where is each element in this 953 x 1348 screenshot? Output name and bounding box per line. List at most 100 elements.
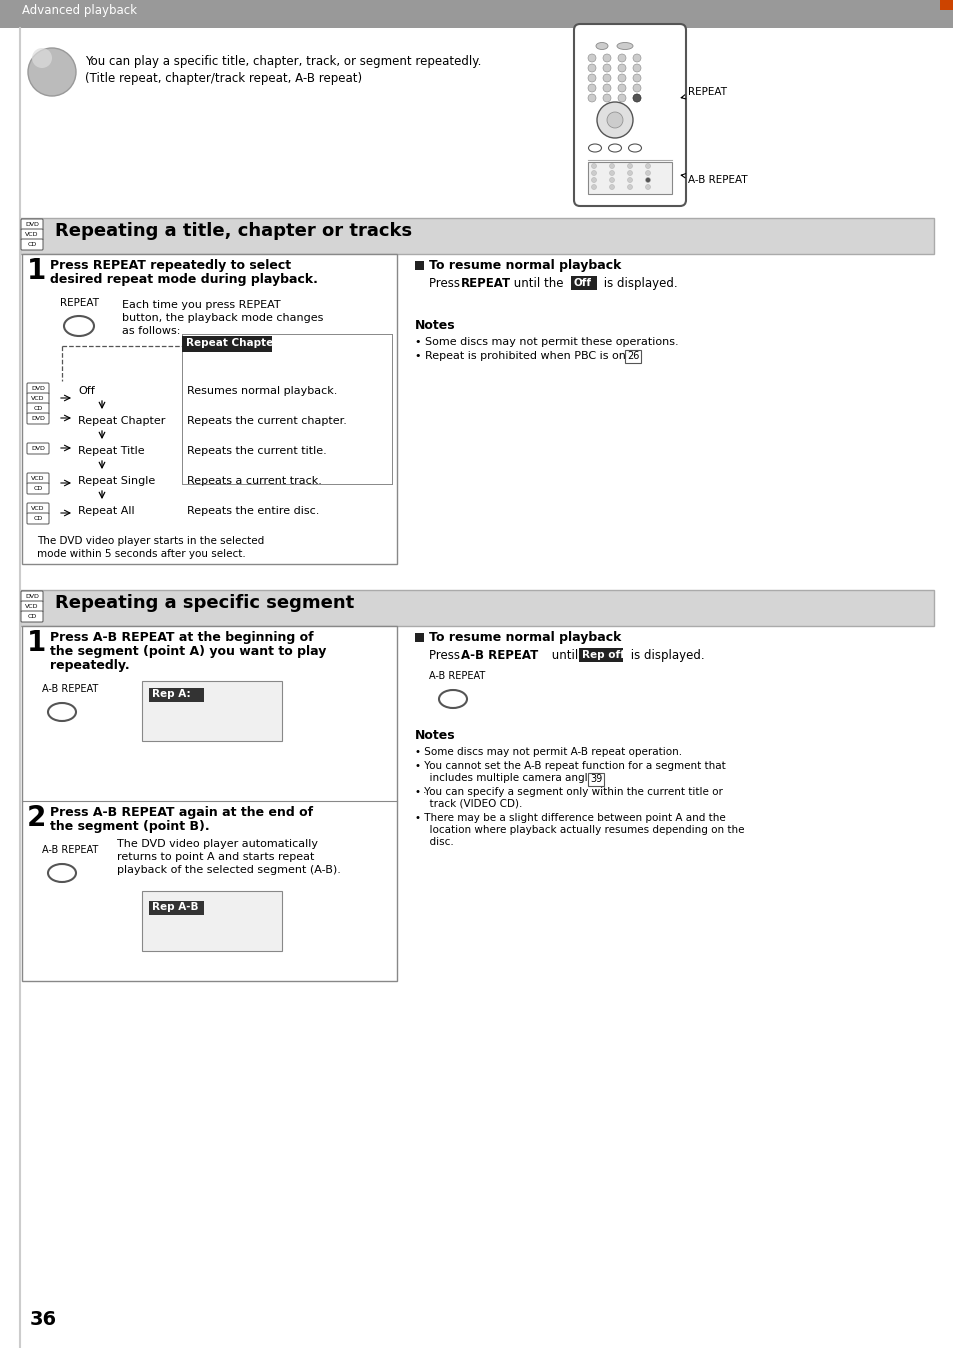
- Text: Repeat Chapter: Repeat Chapter: [78, 417, 165, 426]
- Text: the segment (point B).: the segment (point B).: [50, 820, 210, 833]
- Text: (Title repeat, chapter/track repeat, A-B repeat): (Title repeat, chapter/track repeat, A-B…: [85, 71, 362, 85]
- Ellipse shape: [64, 315, 94, 336]
- Text: returns to point A and starts repeat: returns to point A and starts repeat: [117, 852, 314, 861]
- Circle shape: [597, 102, 633, 137]
- Circle shape: [627, 178, 632, 182]
- Text: VCD: VCD: [31, 396, 45, 400]
- Text: Press A-B REPEAT at the beginning of: Press A-B REPEAT at the beginning of: [50, 631, 314, 644]
- FancyBboxPatch shape: [27, 483, 49, 493]
- Ellipse shape: [608, 144, 620, 152]
- Circle shape: [618, 54, 625, 62]
- Text: • Some discs may not permit A-B repeat operation.: • Some discs may not permit A-B repeat o…: [415, 747, 681, 758]
- Circle shape: [645, 185, 650, 190]
- Text: the segment (point A) you want to play: the segment (point A) you want to play: [50, 644, 326, 658]
- Text: CD: CD: [28, 243, 36, 247]
- Circle shape: [602, 63, 610, 71]
- Ellipse shape: [438, 690, 467, 708]
- Bar: [20, 590, 933, 625]
- Text: To resume normal playback: To resume normal playback: [429, 631, 620, 644]
- Text: 39: 39: [589, 774, 601, 785]
- Text: CD: CD: [33, 487, 43, 491]
- Text: location where playback actually resumes depending on the: location where playback actually resumes…: [422, 825, 743, 834]
- Ellipse shape: [596, 43, 607, 50]
- Text: Repeats the current chapter.: Repeats the current chapter.: [187, 417, 347, 426]
- Text: Repeats the current title.: Repeats the current title.: [187, 446, 327, 456]
- Text: Repeat Chapter: Repeat Chapter: [186, 338, 278, 348]
- Bar: [142, 681, 282, 741]
- Ellipse shape: [617, 43, 633, 50]
- Circle shape: [591, 178, 596, 182]
- Text: Advanced playback: Advanced playback: [22, 4, 137, 18]
- Text: Repeating a specific segment: Repeating a specific segment: [55, 594, 354, 612]
- Circle shape: [587, 94, 596, 102]
- FancyBboxPatch shape: [27, 514, 49, 524]
- Text: Press: Press: [429, 276, 463, 290]
- FancyBboxPatch shape: [21, 611, 43, 621]
- Text: desired repeat mode during playback.: desired repeat mode during playback.: [50, 274, 317, 286]
- Bar: [149, 900, 204, 915]
- Bar: [624, 350, 640, 363]
- Circle shape: [633, 63, 640, 71]
- Circle shape: [618, 84, 625, 92]
- Circle shape: [609, 185, 614, 190]
- Circle shape: [591, 185, 596, 190]
- Circle shape: [591, 163, 596, 168]
- Circle shape: [609, 170, 614, 175]
- FancyBboxPatch shape: [21, 239, 43, 249]
- Text: CD: CD: [28, 613, 36, 619]
- FancyBboxPatch shape: [27, 412, 49, 425]
- Text: playback of the selected segment (A-B).: playback of the selected segment (A-B).: [117, 865, 340, 875]
- Text: A-B REPEAT: A-B REPEAT: [42, 683, 98, 694]
- Circle shape: [591, 170, 596, 175]
- Text: disc.: disc.: [422, 837, 454, 847]
- Circle shape: [606, 112, 622, 128]
- Bar: [415, 634, 423, 642]
- Circle shape: [609, 178, 614, 182]
- FancyBboxPatch shape: [21, 601, 43, 612]
- Text: • You cannot set the A-B repeat function for a segment that: • You cannot set the A-B repeat function…: [415, 762, 725, 771]
- Bar: [20, 218, 933, 253]
- Bar: [22, 625, 396, 981]
- Text: includes multiple camera angles: includes multiple camera angles: [422, 772, 598, 783]
- Bar: [149, 687, 204, 702]
- Text: • Some discs may not permit these operations.: • Some discs may not permit these operat…: [415, 337, 678, 346]
- FancyBboxPatch shape: [21, 590, 43, 603]
- Text: Off: Off: [78, 386, 94, 396]
- Text: as follows:: as follows:: [122, 326, 180, 336]
- Circle shape: [587, 74, 596, 82]
- Text: Notes: Notes: [415, 319, 456, 332]
- FancyBboxPatch shape: [21, 229, 43, 240]
- Text: Each time you press REPEAT: Each time you press REPEAT: [122, 301, 280, 310]
- FancyBboxPatch shape: [27, 383, 49, 394]
- Circle shape: [633, 54, 640, 62]
- Text: Repeat All: Repeat All: [78, 506, 134, 516]
- Text: DVD: DVD: [25, 594, 39, 599]
- FancyBboxPatch shape: [27, 394, 49, 404]
- Text: Press A-B REPEAT again at the end of: Press A-B REPEAT again at the end of: [50, 806, 313, 820]
- Text: 1: 1: [27, 257, 46, 284]
- Circle shape: [32, 49, 52, 67]
- Text: mode within 5 seconds after you select.: mode within 5 seconds after you select.: [37, 549, 246, 559]
- Text: CD: CD: [33, 406, 43, 411]
- Text: Off: Off: [574, 278, 592, 288]
- Bar: [571, 276, 597, 290]
- Text: A-B REPEAT: A-B REPEAT: [460, 648, 537, 662]
- Text: until the: until the: [510, 276, 567, 290]
- Text: repeatedly.: repeatedly.: [50, 659, 130, 673]
- Text: Resumes normal playback.: Resumes normal playback.: [187, 386, 337, 396]
- Text: track (VIDEO CD).: track (VIDEO CD).: [422, 799, 522, 809]
- Circle shape: [28, 49, 76, 96]
- Text: is displayed.: is displayed.: [599, 276, 677, 290]
- Text: 1: 1: [27, 630, 46, 656]
- Circle shape: [618, 63, 625, 71]
- Circle shape: [602, 94, 610, 102]
- Bar: [142, 891, 282, 950]
- Text: button, the playback mode changes: button, the playback mode changes: [122, 313, 323, 324]
- Text: Repeat Title: Repeat Title: [78, 446, 145, 456]
- FancyBboxPatch shape: [27, 443, 49, 454]
- Text: is displayed.: is displayed.: [626, 648, 704, 662]
- Text: Rep off: Rep off: [581, 650, 624, 661]
- Circle shape: [645, 163, 650, 168]
- FancyBboxPatch shape: [27, 473, 49, 484]
- Text: DVD: DVD: [31, 446, 45, 452]
